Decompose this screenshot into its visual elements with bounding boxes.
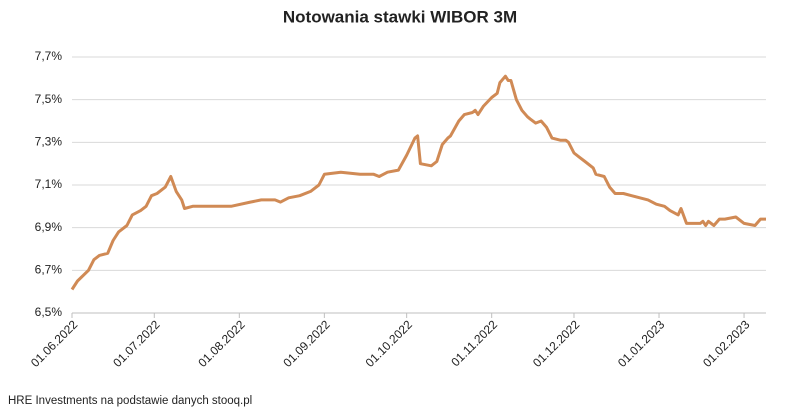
x-tick-label: 01.08.2022 <box>195 317 248 370</box>
x-tick-label: 01.06.2022 <box>28 317 81 370</box>
chart-title: Notowania stawki WIBOR 3M <box>283 7 517 26</box>
x-tick-label: 01.10.2022 <box>363 317 416 370</box>
x-tick-label: 01.02.2023 <box>700 317 753 370</box>
y-tick-label: 6,5% <box>35 305 63 319</box>
y-tick-label: 7,5% <box>35 92 63 106</box>
x-tick-label: 01.09.2022 <box>280 317 333 370</box>
x-tick-label: 01.12.2022 <box>530 317 583 370</box>
x-tick-label: 01.07.2022 <box>110 317 163 370</box>
source-note: HRE Investments na podstawie danych stoo… <box>8 395 252 407</box>
x-tick-label: 01.11.2022 <box>448 317 500 369</box>
series-line <box>70 74 766 291</box>
y-tick-label: 7,7% <box>35 49 63 63</box>
y-tick-label: 6,9% <box>35 220 63 234</box>
y-tick-label: 6,7% <box>35 263 63 277</box>
x-tick-label: 01.01.2023 <box>615 317 668 370</box>
y-tick-label: 7,3% <box>35 135 63 149</box>
y-tick-label: 7,1% <box>35 177 63 191</box>
